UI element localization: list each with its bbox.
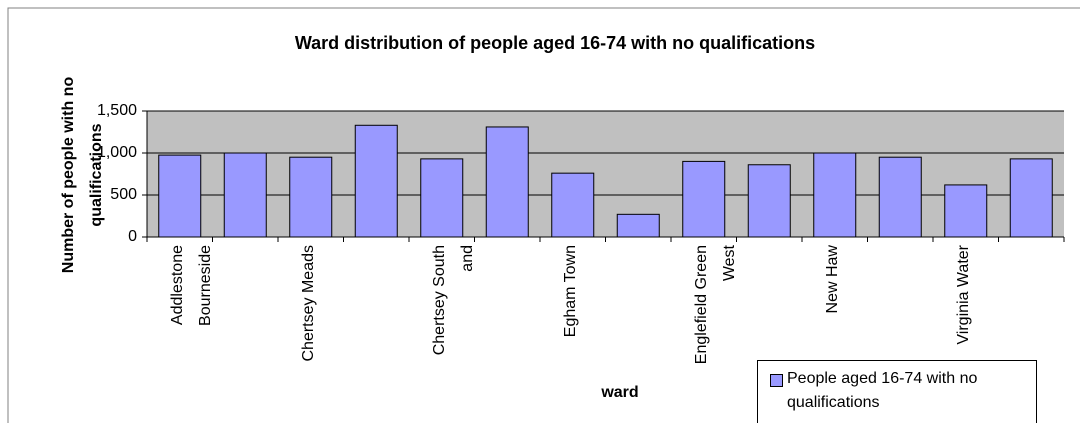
- legend-swatch: [770, 374, 783, 387]
- bar: [813, 152, 857, 238]
- bar: [747, 164, 791, 238]
- bar: [223, 152, 267, 238]
- legend-label: People aged 16-74 with no qualifications: [787, 370, 978, 411]
- x-tick-label: Englefield Green West: [692, 245, 738, 365]
- x-tick-label: New Haw: [823, 245, 841, 314]
- x-tick-label: Chertsey Meads: [299, 245, 317, 362]
- bar: [878, 156, 922, 238]
- bar: [1009, 158, 1053, 238]
- y-axis-title: Number of people with no qualifications: [60, 76, 105, 274]
- bar: [551, 172, 595, 238]
- bar: [485, 126, 529, 238]
- bar: [289, 156, 333, 238]
- chart-title: Ward distribution of people aged 16-74 w…: [295, 33, 815, 53]
- x-tick-label: Chertsey South and: [430, 245, 476, 356]
- bar: [158, 154, 202, 238]
- x-tick-label: Virginia Water: [954, 245, 972, 345]
- x-tick-label: Addlestone Bourneside: [168, 245, 214, 326]
- y-tick-label: 500: [110, 186, 137, 203]
- legend: People aged 16-74 with no qualifications: [757, 360, 1037, 423]
- bar: [354, 124, 398, 238]
- y-tick-label: 1,000: [97, 144, 137, 161]
- bar: [616, 213, 660, 238]
- plot-background: [147, 111, 1064, 237]
- x-tick-label: Egham Town: [561, 245, 579, 338]
- bar: [682, 160, 726, 238]
- y-tick-label: 1,500: [97, 102, 137, 119]
- bar: [420, 158, 464, 238]
- bar: [944, 184, 988, 238]
- x-axis-title: ward: [600, 384, 638, 401]
- y-tick-label: 0: [128, 228, 137, 245]
